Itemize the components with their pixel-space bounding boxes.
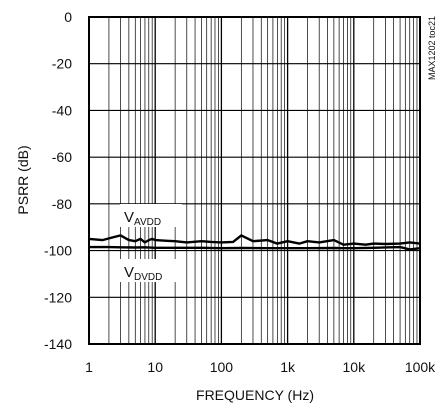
x-tick-label: 10 xyxy=(147,359,163,375)
x-tick-label: 100k xyxy=(405,359,436,375)
y-tick-label: -40 xyxy=(52,102,72,118)
chart-id-label: MAX1202 toc21 xyxy=(427,16,437,80)
x-tick-label: 1 xyxy=(85,359,93,375)
y-tick-label: -100 xyxy=(44,243,72,259)
x-tick-label: 10k xyxy=(343,359,367,375)
x-tick-label: 1k xyxy=(280,359,296,375)
x-axis-title: FREQUENCY (Hz) xyxy=(196,387,314,403)
series-label-dvdd-bg xyxy=(120,259,182,282)
series-label-avdd-bg xyxy=(120,204,182,227)
label-backgrounds xyxy=(120,204,182,282)
series-label-dvdd-main: V xyxy=(124,264,134,281)
y-tick-label: 0 xyxy=(64,9,72,25)
plot-frame xyxy=(88,16,421,345)
x-tick-labels: 1 10 100 1k 10k 100k xyxy=(85,359,436,375)
series-label-dvdd-sub: DVDD xyxy=(134,272,162,283)
y-tick-label: -20 xyxy=(52,56,72,72)
y-tick-labels: 0 -20 -40 -60 -80 -100 -120 -140 xyxy=(44,9,72,352)
series-label-avdd-main: V xyxy=(124,209,134,226)
series-label-dvdd: VDVDD xyxy=(124,264,162,283)
series-line-dvdd xyxy=(89,245,421,251)
y-axis-title: PSRR (dB) xyxy=(15,145,31,214)
grid xyxy=(89,17,420,344)
y-tick-label: -120 xyxy=(44,289,72,305)
series-label-avdd: VAVDD xyxy=(124,209,161,228)
series-label-avdd-sub: AVDD xyxy=(134,217,161,228)
x-tick-label: 100 xyxy=(210,359,234,375)
y-tick-label: -60 xyxy=(52,149,72,165)
y-tick-label: -140 xyxy=(44,336,72,352)
y-tick-label: -80 xyxy=(52,196,72,212)
series-group xyxy=(88,234,421,251)
series-line-avdd xyxy=(88,234,421,246)
